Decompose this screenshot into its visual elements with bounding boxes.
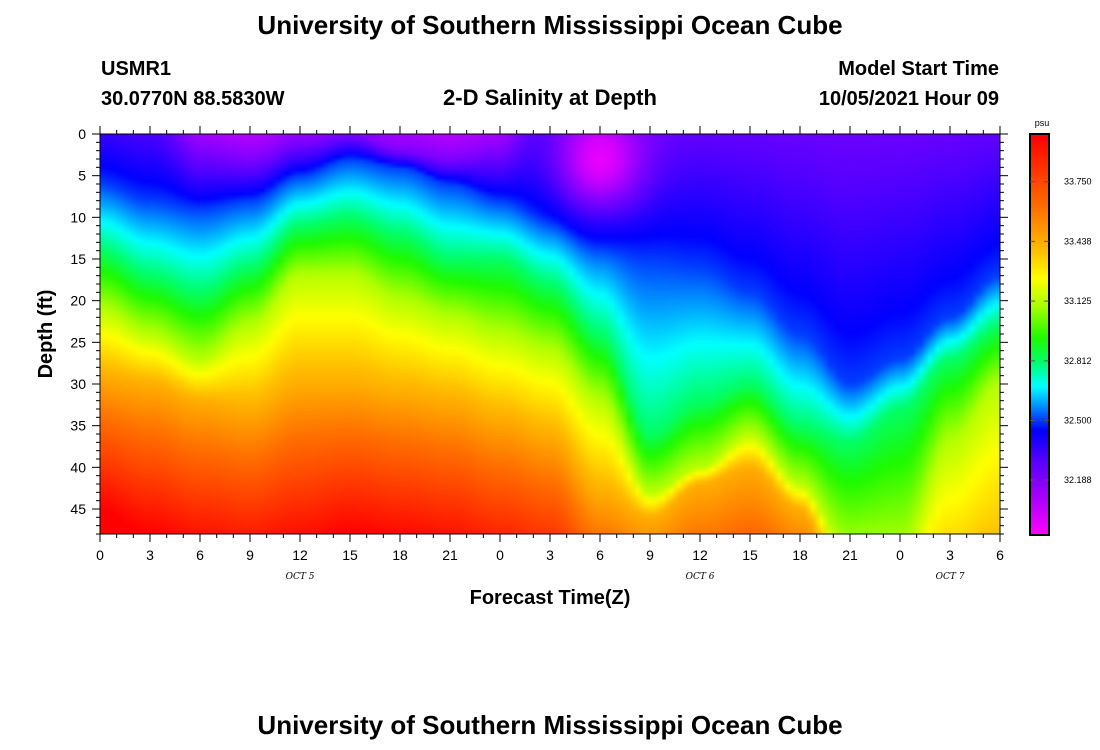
y-tick-label: 45 [70, 501, 86, 517]
colorbar-tick-label: 33.438 [1064, 236, 1092, 246]
x-tick-label: 9 [246, 547, 254, 563]
x-tick-label: 9 [646, 547, 654, 563]
y-tick-label: 0 [78, 126, 86, 142]
x-tick-label: 6 [196, 547, 204, 563]
model-start-label: Model Start Time [838, 58, 999, 80]
x-tick-label: 0 [896, 547, 904, 563]
y-tick-label: 40 [70, 459, 86, 475]
x-tick-label: 6 [996, 547, 1004, 563]
chart-title: 2-D Salinity at Depth [443, 85, 657, 110]
station-coords: 30.0770N 88.5830W [101, 88, 285, 110]
page-title-top: University of Southern Mississippi Ocean… [257, 10, 842, 40]
x-tick-label: 12 [292, 547, 308, 563]
salinity-heatmap [100, 134, 1000, 534]
colorbar-tick-label: 32.500 [1064, 415, 1092, 425]
x-day-label: OCT 6 [686, 572, 715, 582]
colorbar-tick-label: 33.125 [1064, 296, 1092, 306]
colorbar-tick-label: 33.750 [1064, 177, 1092, 187]
page-title-bottom: University of Southern Mississippi Ocean… [257, 710, 842, 740]
x-tick-label: 3 [546, 547, 554, 563]
y-axis-label: Depth (ft) [35, 290, 57, 379]
x-day-label: OCT 7 [936, 572, 965, 582]
x-tick-label: 6 [596, 547, 604, 563]
y-tick-label: 35 [70, 418, 86, 434]
colorbar-frame [1029, 133, 1050, 536]
x-tick-label: 12 [692, 547, 708, 563]
x-tick-label: 3 [946, 547, 954, 563]
x-tick-label: 21 [442, 547, 458, 563]
colorbar-ticks: 32.188 32.500 32.812 33.125 33.438 33.750 [1030, 177, 1092, 485]
y-tick-label: 10 [70, 209, 86, 225]
x-tick-label: 21 [842, 547, 858, 563]
x-tick-label: 15 [342, 547, 358, 563]
y-tick-label: 20 [70, 293, 86, 309]
y-tick-label: 25 [70, 334, 86, 350]
x-axis: 0 3 6 9 12 15 18 21 0 3 6 9 12 15 18 21 0 3 6 OCT 5 OCT 6 OCT… [96, 126, 1004, 582]
x-tick-label: 3 [146, 547, 154, 563]
y-axis: 0 5 10 15 20 25 30 35 40 45 [70, 126, 1008, 535]
colorbar-unit: psu [1035, 118, 1050, 128]
x-tick-label: 0 [96, 547, 104, 563]
y-tick-label: 30 [70, 376, 86, 392]
x-tick-label: 18 [792, 547, 808, 563]
x-tick-label: 0 [496, 547, 504, 563]
x-tick-label: 18 [392, 547, 408, 563]
y-tick-label: 15 [70, 251, 86, 267]
x-day-label: OCT 5 [286, 572, 315, 582]
colorbar-tick-label: 32.188 [1064, 475, 1092, 485]
model-start-value: 10/05/2021 Hour 09 [819, 88, 999, 110]
x-axis-label: Forecast Time(Z) [470, 587, 631, 609]
station-id: USMR1 [101, 58, 171, 80]
x-tick-label: 15 [742, 547, 758, 563]
colorbar-gradient [1031, 135, 1048, 534]
colorbar-tick-label: 32.812 [1064, 356, 1092, 366]
y-tick-label: 5 [78, 168, 86, 184]
